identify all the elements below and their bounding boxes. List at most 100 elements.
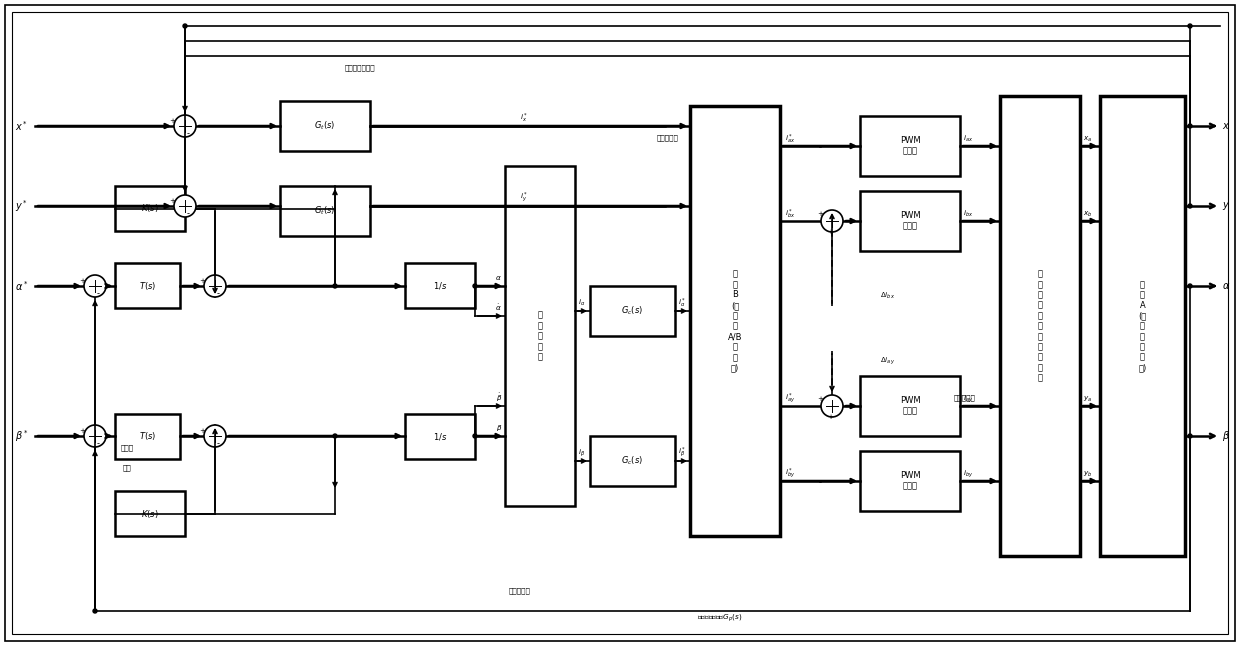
Bar [689,106,780,536]
Text: $\alpha$: $\alpha$ [495,274,502,282]
Text: $i_\beta^*$: $i_\beta^*$ [678,446,686,461]
Text: +: + [827,229,833,235]
Text: 陀螺前馈控制器: 陀螺前馈控制器 [345,65,376,71]
Circle shape [334,284,337,288]
Bar [280,101,370,151]
Bar [115,264,180,309]
Text: $\beta$: $\beta$ [1221,429,1230,443]
Bar [396,111,645,591]
Text: $i_\alpha^*$: $i_\alpha^*$ [678,297,686,309]
Text: $i_{by}$: $i_{by}$ [963,468,973,480]
Text: $i_\alpha$: $i_\alpha$ [578,298,585,308]
Bar [885,186,1045,406]
Text: +: + [198,428,205,434]
Text: $i_{by}^*$: $i_{by}^*$ [785,466,795,481]
Circle shape [1188,24,1192,28]
Circle shape [174,115,196,137]
Circle shape [334,434,337,438]
Text: $x$: $x$ [1221,121,1230,131]
Circle shape [472,434,477,438]
Text: $\alpha^*$: $\alpha^*$ [15,279,29,293]
Text: $G_c(s)$: $G_c(s)$ [621,305,644,317]
Text: $i_\beta$: $i_\beta$ [578,447,585,459]
Text: $\alpha$: $\alpha$ [1221,281,1230,291]
Bar [505,166,575,506]
Text: +: + [827,414,833,420]
Text: +: + [169,118,175,124]
Text: -: - [217,439,219,448]
Text: 调节器: 调节器 [122,444,134,451]
Bar [590,286,675,336]
Text: 轴
向
分
相
磁
悬
浮
飞
轮
转
子: 轴 向 分 相 磁 悬 浮 飞 轮 转 子 [1038,269,1043,382]
Text: $i_{ax}$: $i_{ax}$ [963,134,973,144]
Text: $y_b$: $y_b$ [1083,470,1092,479]
Text: $y$: $y$ [1221,200,1230,212]
Bar [115,186,185,231]
Bar [260,66,460,216]
Text: $\Delta i_{ay}$: $\Delta i_{ay}$ [880,355,895,367]
Text: 鲁棒: 鲁棒 [123,464,131,471]
Text: -: - [217,289,219,298]
Text: -: - [186,209,190,218]
Bar [280,186,370,236]
Text: $x_b$: $x_b$ [1083,209,1092,218]
Text: $G_c(s)$: $G_c(s)$ [621,455,644,467]
Text: 静
态
逆
模
型: 静 态 逆 模 型 [537,311,543,361]
Text: $x^*$: $x^*$ [15,119,29,133]
Text: $y_a$: $y_a$ [1083,395,1092,404]
Bar [405,413,475,459]
Circle shape [84,425,105,447]
Text: 矩
阵
A
(传
感
器
到
质
心): 矩 阵 A (传 感 器 到 质 心) [1138,280,1147,372]
Circle shape [1188,124,1192,128]
Bar [861,191,960,251]
Bar [861,116,960,176]
Text: $i_{ay}^*$: $i_{ay}^*$ [785,391,795,406]
Text: PWM
放大器: PWM 放大器 [900,396,920,415]
Text: $\beta$: $\beta$ [496,423,502,433]
Circle shape [84,275,105,297]
Text: $i_{bx}$: $i_{bx}$ [963,209,973,219]
Text: 负刚度补偿: 负刚度补偿 [954,395,976,401]
Circle shape [821,395,843,417]
Bar [861,376,960,436]
Bar [355,51,1195,621]
Circle shape [174,195,196,217]
Text: 动态逆系统: 动态逆系统 [510,587,531,594]
Text: -: - [97,289,99,298]
Text: $\dot{\beta}$: $\dot{\beta}$ [496,391,502,404]
Bar [1100,96,1185,556]
Text: $T(s)$: $T(s)$ [139,430,156,442]
Circle shape [1188,284,1192,288]
Text: +: + [79,278,86,284]
Text: -: - [186,129,190,138]
Text: $G_t(s)$: $G_t(s)$ [315,120,336,132]
Bar [590,436,675,486]
Text: 伪线性复合系统$G_p(s)$: 伪线性复合系统$G_p(s)$ [697,612,743,624]
Text: $y^*$: $y^*$ [15,198,29,214]
Text: PWM
放大器: PWM 放大器 [900,136,920,156]
Text: $i_{ax}^*$: $i_{ax}^*$ [785,132,795,145]
Circle shape [205,275,226,297]
Circle shape [184,24,187,28]
Text: +: + [198,278,205,284]
Text: +: + [817,211,823,217]
Bar [115,491,185,536]
Text: $i_y^*$: $i_y^*$ [520,191,528,205]
Text: $i_{ay}$: $i_{ay}$ [963,393,973,405]
Circle shape [821,210,843,232]
Text: PWM
放大器: PWM 放大器 [900,211,920,231]
Bar [115,413,180,459]
Text: $i_x^*$: $i_x^*$ [520,111,528,125]
Text: $K(s)$: $K(s)$ [141,508,159,519]
Bar [999,96,1080,556]
Text: $T(s)$: $T(s)$ [139,280,156,292]
Bar [861,451,960,511]
Text: +: + [79,428,86,434]
Bar [405,264,475,309]
Text: -: - [97,439,99,448]
Text: 动态补偿器: 动态补偿器 [656,134,678,141]
Text: 矩
阵
B
(质
心
到
A/B
相
坐
标): 矩 阵 B (质 心 到 A/B 相 坐 标) [728,269,743,372]
Text: $i_{bx}^*$: $i_{bx}^*$ [785,207,795,221]
Text: $\dot{\alpha}$: $\dot{\alpha}$ [495,302,502,313]
Circle shape [93,609,97,613]
